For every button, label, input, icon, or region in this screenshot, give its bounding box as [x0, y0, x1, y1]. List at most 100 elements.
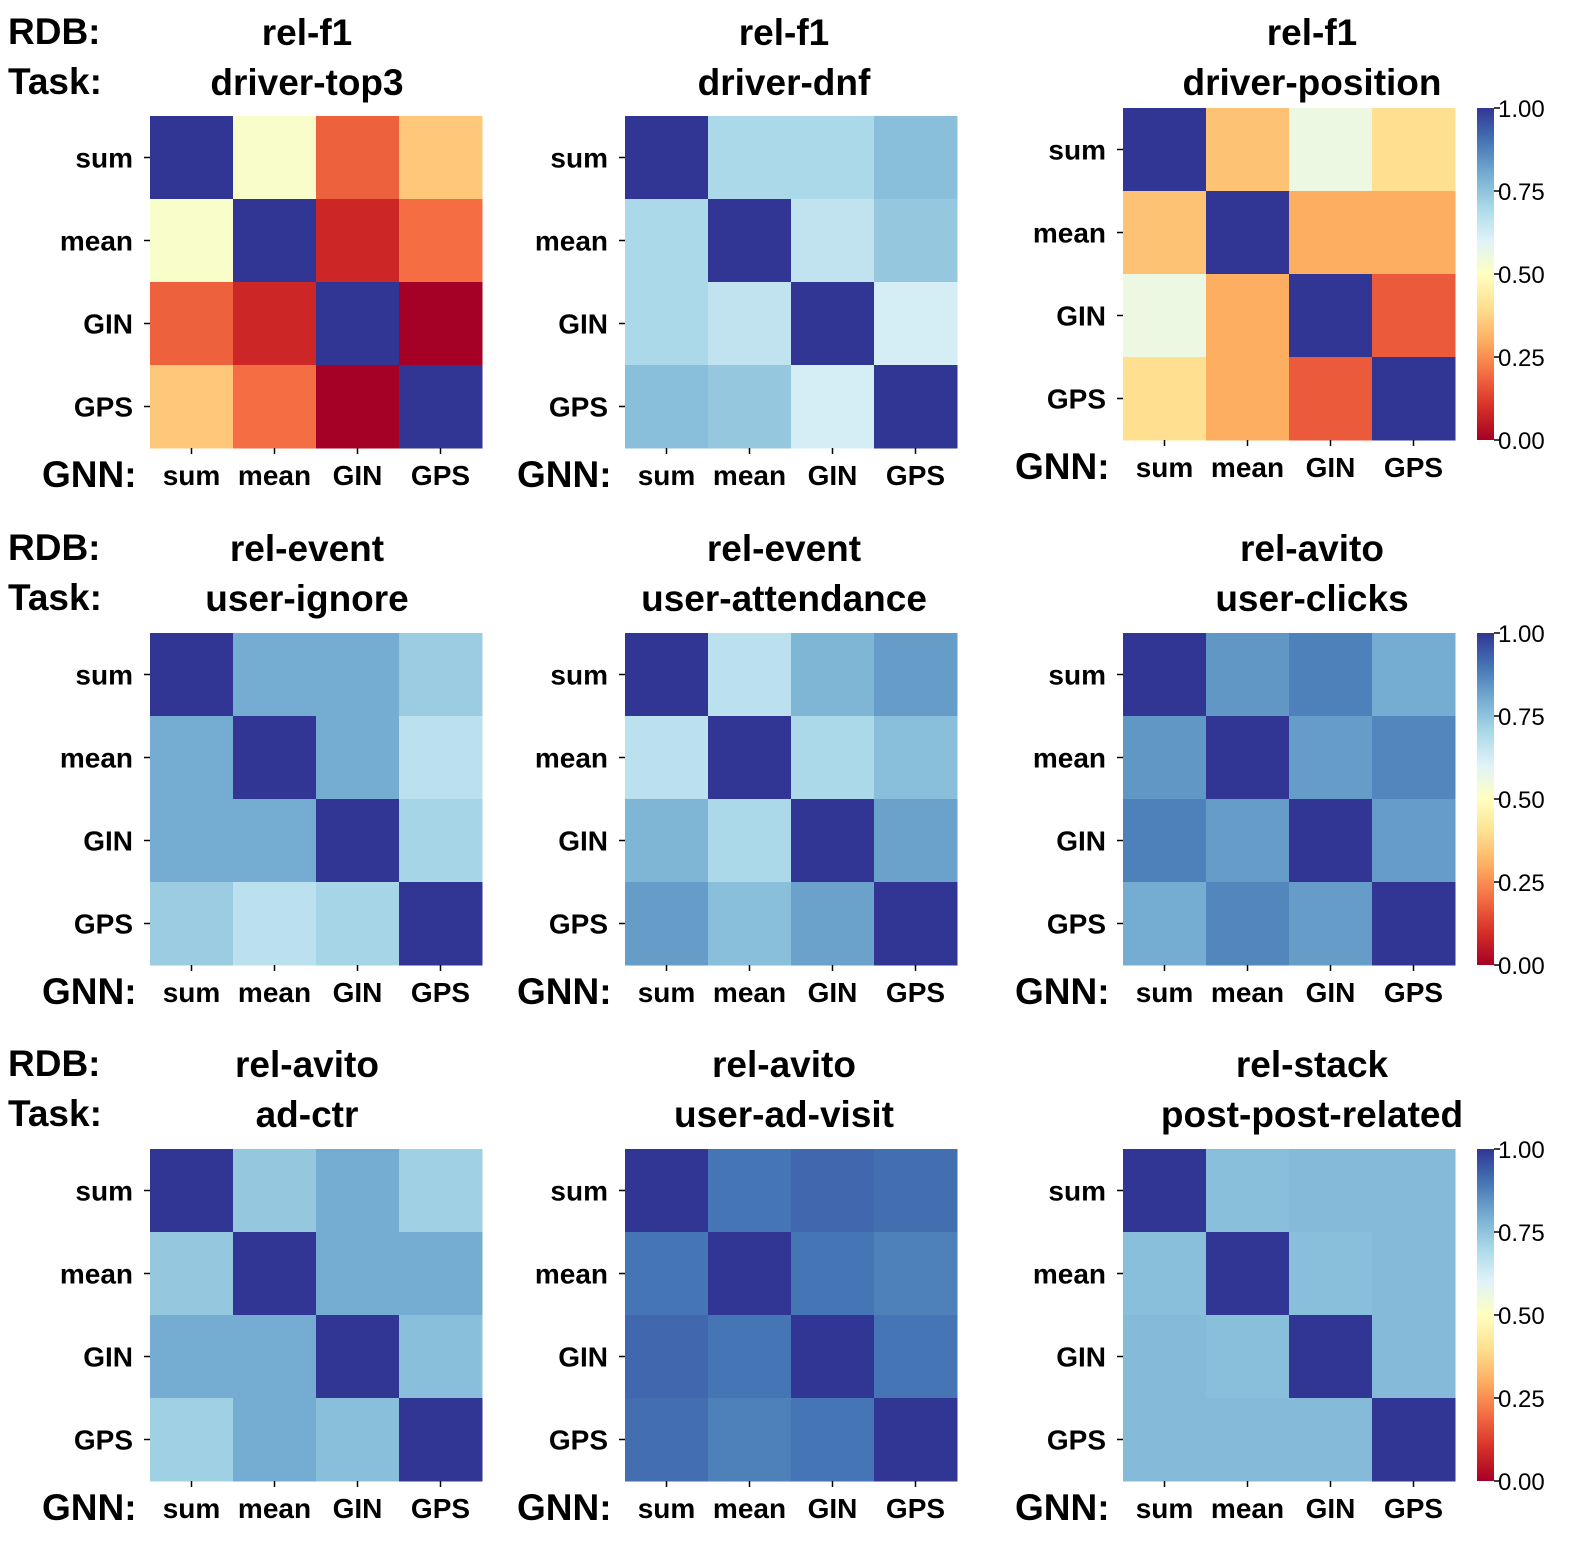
heatmap-cell	[233, 1315, 317, 1399]
heatmap-cell	[316, 716, 400, 800]
heatmap-cell	[874, 1149, 958, 1233]
panel-task-title: ad-ctr	[256, 1094, 359, 1135]
heatmap-cell	[233, 199, 317, 283]
y-tick-label: GPS	[74, 392, 133, 423]
heatmap-cell	[1123, 274, 1207, 358]
colorbar-tick-label: 0.25	[1498, 870, 1545, 897]
heatmap-cell	[874, 199, 958, 283]
panel-rdb-title: rel-f1	[1267, 12, 1357, 53]
heatmap-cell	[1372, 799, 1456, 883]
heatmap-cell	[1372, 1149, 1456, 1233]
heatmap-cell	[316, 1149, 400, 1233]
heatmap-cell	[791, 716, 875, 800]
y-tick-label: GIN	[83, 826, 133, 857]
panel-rdb-title: rel-f1	[739, 12, 829, 53]
heatmap-cell	[874, 116, 958, 200]
heatmap-cell	[316, 1398, 400, 1482]
heatmap-cell	[1372, 108, 1456, 192]
x-tick-label: GIN	[333, 460, 383, 491]
x-tick-label: GPS	[411, 460, 470, 491]
heatmap-cell	[1289, 191, 1373, 275]
colorbar-gradient	[1477, 633, 1494, 965]
heatmap-cell	[1289, 633, 1373, 717]
heatmap-cell	[316, 633, 400, 717]
colorbar-tick-label: 0.00	[1498, 1469, 1545, 1496]
heatmap-cell	[874, 1232, 958, 1316]
heatmap-cell	[791, 1232, 875, 1316]
heatmap-cell	[625, 882, 709, 966]
heatmap-cell	[625, 282, 709, 366]
heatmap-cell	[1206, 357, 1290, 441]
colorbar-tick-label: 0.75	[1498, 179, 1545, 206]
heatmap-cell	[625, 1232, 709, 1316]
x-tick-label: GPS	[886, 460, 945, 491]
heatmap-cell	[1289, 799, 1373, 883]
heatmap-cell	[150, 1398, 234, 1482]
heatmap-cell	[1289, 882, 1373, 966]
heatmap-cell	[1289, 716, 1373, 800]
heatmap-cell	[1372, 633, 1456, 717]
panel-rdb-title: rel-avito	[712, 1044, 856, 1085]
y-tick-label: GIN	[558, 826, 608, 857]
y-tick-label: mean	[535, 226, 608, 257]
heatmap-cell	[150, 282, 234, 366]
colorbar: 1.00 0.75 0.50 0.25 0.00	[1477, 96, 1545, 455]
y-tick-label: GIN	[558, 309, 608, 340]
y-tick-label: mean	[60, 226, 133, 257]
x-tick-label: GIN	[808, 977, 858, 1008]
heatmap-cell	[708, 1315, 792, 1399]
y-tick-label: sum	[75, 660, 133, 691]
heatmap-panel-3: rel-eventuser-ignoreRDB:Task:summeanGING…	[8, 527, 483, 1012]
heatmap-cell	[399, 1149, 483, 1233]
heatmap-cell	[874, 282, 958, 366]
heatmap-cell	[316, 365, 400, 449]
heatmap-cell	[150, 716, 234, 800]
heatmap-cell	[233, 365, 317, 449]
heatmap-cell	[1372, 1398, 1456, 1482]
heatmap-cell	[625, 1149, 709, 1233]
y-tick-label: GIN	[83, 1342, 133, 1373]
y-tick-label: GPS	[549, 909, 608, 940]
panel-rdb-title: rel-event	[707, 528, 861, 569]
panel-task-title: user-ignore	[205, 578, 409, 619]
y-tick-label: GIN	[558, 1342, 608, 1373]
heatmap-cell	[1289, 1149, 1373, 1233]
heatmap-cell	[1123, 191, 1207, 275]
heatmap-cell	[1289, 1315, 1373, 1399]
heatmap-cell	[625, 116, 709, 200]
heatmap-cell	[1123, 1149, 1207, 1233]
heatmap-cell	[874, 799, 958, 883]
x-tick-label: GIN	[1306, 977, 1356, 1008]
heatmap-cell	[1206, 1149, 1290, 1233]
heatmap-cell	[233, 633, 317, 717]
colorbar-tick-label: 0.25	[1498, 345, 1545, 372]
heatmap-cell	[399, 1315, 483, 1399]
colorbar-tick-label: 0.75	[1498, 1220, 1545, 1247]
gnn-label: GNN:	[517, 971, 612, 1012]
colorbar-gradient	[1477, 108, 1494, 440]
y-tick-label: mean	[535, 743, 608, 774]
heatmap-cell	[1123, 716, 1207, 800]
heatmap-cell	[233, 799, 317, 883]
colorbar-tick-label: 1.00	[1498, 96, 1545, 123]
heatmap-cell	[399, 799, 483, 883]
heatmap-cell	[399, 882, 483, 966]
x-tick-label: sum	[163, 977, 221, 1008]
gnn-label: GNN:	[42, 971, 137, 1012]
x-tick-label: mean	[713, 1493, 786, 1524]
y-tick-label: GIN	[83, 309, 133, 340]
heatmap-cell	[399, 199, 483, 283]
heatmap-cell	[791, 1315, 875, 1399]
heatmap-cell	[1206, 108, 1290, 192]
heatmap-cell	[708, 882, 792, 966]
y-tick-label: mean	[535, 1259, 608, 1290]
x-tick-label: GPS	[411, 1493, 470, 1524]
y-tick-label: GPS	[1047, 1425, 1106, 1456]
colorbar-tick-label: 0.75	[1498, 704, 1545, 731]
y-tick-label: sum	[75, 1176, 133, 1207]
heatmap-cell	[708, 1232, 792, 1316]
colorbar-tick-label: 1.00	[1498, 621, 1545, 648]
y-tick-label: GPS	[1047, 384, 1106, 415]
heatmap-cell	[625, 633, 709, 717]
